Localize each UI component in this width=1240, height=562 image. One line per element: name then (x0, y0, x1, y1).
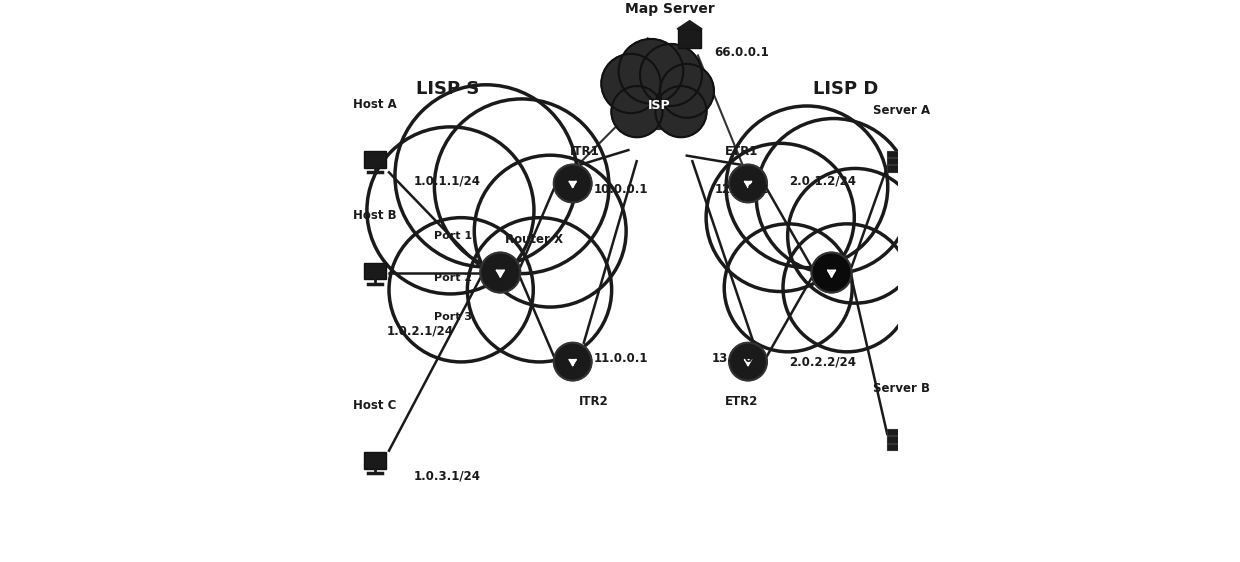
Text: Router X: Router X (505, 233, 563, 246)
FancyBboxPatch shape (888, 444, 909, 450)
FancyBboxPatch shape (888, 437, 909, 443)
Text: Port 3: Port 3 (434, 312, 472, 322)
Circle shape (480, 252, 521, 293)
FancyBboxPatch shape (363, 152, 386, 168)
Text: Server A: Server A (873, 103, 930, 117)
Text: Server B: Server B (873, 382, 930, 395)
Text: 66.0.0.1: 66.0.0.1 (714, 46, 769, 59)
FancyBboxPatch shape (888, 151, 909, 157)
Text: 13.0.0.2: 13.0.0.2 (712, 352, 766, 365)
Text: 10.0.0.1: 10.0.0.1 (594, 183, 649, 196)
FancyBboxPatch shape (363, 452, 386, 469)
FancyBboxPatch shape (888, 158, 909, 164)
FancyBboxPatch shape (888, 429, 909, 435)
Text: 1.0.1.1/24: 1.0.1.1/24 (414, 174, 481, 187)
Circle shape (811, 252, 852, 293)
Circle shape (640, 44, 702, 106)
Circle shape (729, 343, 768, 380)
Text: Host A: Host A (353, 98, 397, 111)
Text: 11.0.0.1: 11.0.0.1 (594, 352, 649, 365)
Text: ETR2: ETR2 (724, 395, 758, 408)
Circle shape (619, 39, 683, 103)
Circle shape (729, 165, 768, 202)
Text: LISP D: LISP D (812, 80, 878, 98)
Text: Port 2: Port 2 (434, 273, 472, 283)
FancyBboxPatch shape (888, 165, 909, 171)
Text: 2.0.1.2/24: 2.0.1.2/24 (790, 174, 857, 187)
Circle shape (554, 343, 591, 380)
Text: Host C: Host C (353, 398, 397, 412)
Text: Map Server: Map Server (625, 2, 715, 16)
Circle shape (611, 86, 662, 137)
Circle shape (554, 165, 591, 202)
Polygon shape (677, 21, 702, 29)
Text: 2.0.2.2/24: 2.0.2.2/24 (790, 355, 857, 368)
Text: LISP S: LISP S (415, 80, 479, 98)
Text: 12.0.0.2: 12.0.0.2 (714, 183, 769, 196)
Circle shape (660, 64, 714, 118)
Text: ITR1: ITR1 (570, 146, 600, 158)
Text: Port 1: Port 1 (434, 232, 472, 241)
Text: ETR1: ETR1 (724, 146, 758, 158)
FancyBboxPatch shape (363, 263, 386, 279)
Circle shape (656, 86, 707, 137)
Ellipse shape (624, 87, 694, 129)
Text: ITR2: ITR2 (579, 395, 609, 408)
Text: 1.0.3.1/24: 1.0.3.1/24 (414, 469, 481, 482)
Text: 1.0.2.1/24: 1.0.2.1/24 (386, 324, 453, 338)
Circle shape (601, 54, 661, 113)
FancyBboxPatch shape (678, 29, 701, 48)
Text: ISP: ISP (647, 99, 671, 112)
Text: Host B: Host B (353, 210, 397, 223)
